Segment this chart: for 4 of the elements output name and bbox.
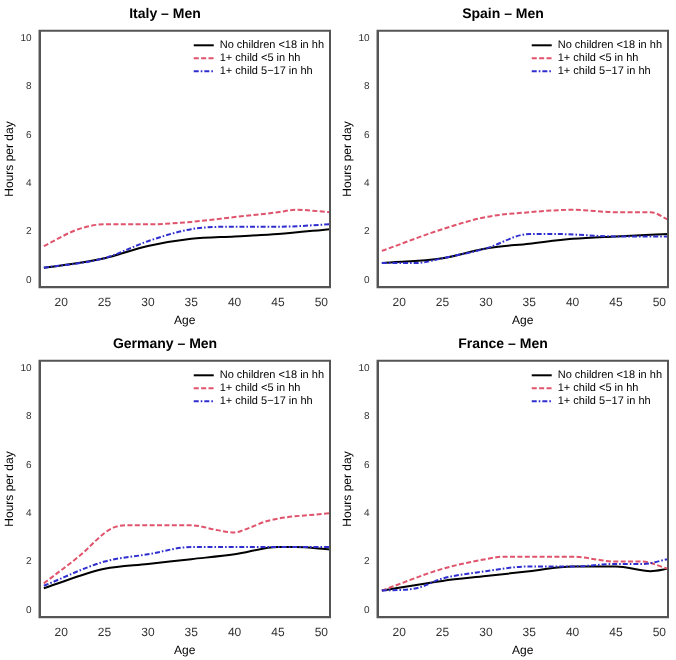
line-series <box>380 208 668 252</box>
line-series <box>42 512 330 585</box>
line-series <box>42 208 330 248</box>
line-series <box>380 232 668 265</box>
